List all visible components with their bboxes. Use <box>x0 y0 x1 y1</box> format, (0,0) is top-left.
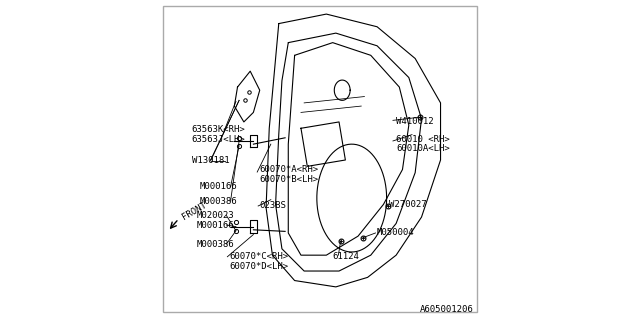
Text: 63563J<LH>: 63563J<LH> <box>191 135 245 144</box>
Text: W410012: W410012 <box>396 117 434 126</box>
Text: A605001206: A605001206 <box>420 305 474 314</box>
Text: 60070*A<RH>: 60070*A<RH> <box>260 165 319 174</box>
Text: M000166: M000166 <box>196 220 234 229</box>
Text: M000166: M000166 <box>200 182 237 191</box>
Text: W130181: W130181 <box>191 156 229 164</box>
Text: FRONT: FRONT <box>180 201 208 222</box>
Text: 60010A<LH>: 60010A<LH> <box>396 144 450 153</box>
Text: M020023: M020023 <box>196 211 234 220</box>
Text: 61124: 61124 <box>333 252 360 261</box>
Text: M000386: M000386 <box>196 240 234 249</box>
Text: 63563K<RH>: 63563K<RH> <box>191 125 245 134</box>
Text: 60070*C<RH>: 60070*C<RH> <box>230 252 289 261</box>
Text: W270027: W270027 <box>389 200 427 209</box>
Text: 60070*B<LH>: 60070*B<LH> <box>260 174 319 184</box>
Text: 023BS: 023BS <box>260 202 287 211</box>
Text: 60010 <RH>: 60010 <RH> <box>396 135 450 144</box>
Text: M050004: M050004 <box>377 228 415 237</box>
Text: 60070*D<LH>: 60070*D<LH> <box>230 262 289 271</box>
Text: M000386: M000386 <box>200 197 237 206</box>
